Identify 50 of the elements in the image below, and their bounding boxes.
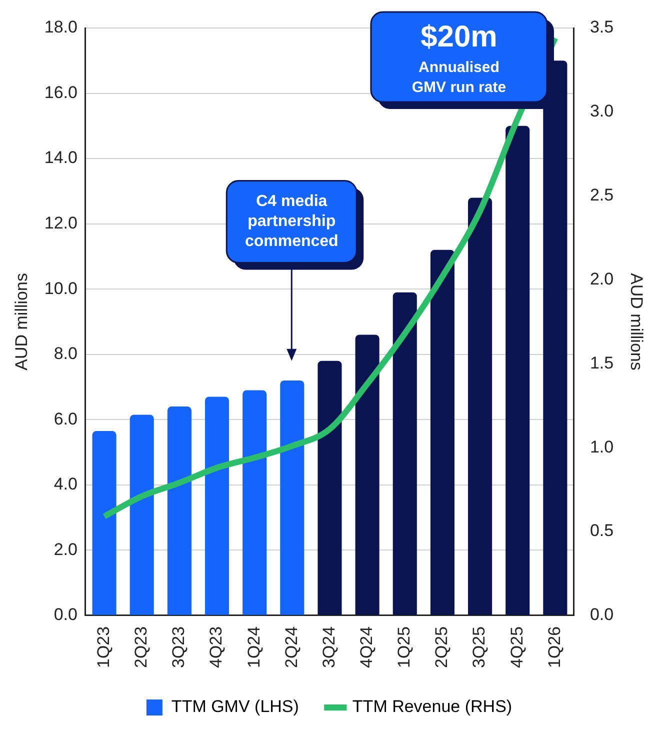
x-tick-label: 2Q24: [282, 626, 301, 668]
y-tick-label: 18.0: [44, 18, 78, 37]
x-tick-label: 2Q25: [432, 626, 452, 668]
x-tick-label: 1Q25: [394, 626, 414, 668]
y-tick-label: 10.0: [44, 278, 78, 298]
y2-tick-label: 2.5: [590, 186, 614, 205]
annotation: $20m: [420, 20, 498, 54]
bar: [92, 431, 116, 615]
y-tick-label: 8.0: [54, 344, 78, 364]
y-axis-title: AUD millions: [12, 273, 31, 370]
bar: [204, 396, 230, 615]
y-tick-label: 0.0: [54, 605, 78, 624]
y2-tick-label: 1.5: [590, 353, 614, 372]
y-tick-label: 14.0: [44, 148, 78, 168]
y-tick-label: 16.0: [44, 82, 78, 102]
bar: [280, 380, 304, 615]
x-tick-label: 1Q26: [544, 626, 564, 668]
bar: [468, 198, 492, 615]
y2-tick-label: 3.5: [590, 18, 614, 37]
legend-label: TTM Revenue (RHS): [352, 697, 512, 716]
y-tick-label: 4.0: [54, 474, 78, 494]
x-tick-label: 3Q24: [319, 626, 338, 668]
x-tick-label: 3Q25: [470, 626, 489, 668]
bar: [430, 250, 454, 615]
y2-axis-title: AUD millions: [627, 273, 646, 370]
bar: [355, 334, 380, 615]
x-tick-label: 2Q23: [132, 626, 151, 668]
y2-tick-label: 3.0: [590, 102, 614, 121]
y2-tick-label: 1.0: [590, 437, 614, 456]
bar: [167, 406, 192, 615]
bar: [242, 390, 267, 615]
x-tick-label: 1Q23: [94, 626, 113, 668]
bar: [130, 414, 154, 615]
x-tick-label: 4Q25: [507, 626, 526, 668]
y2-tick-label: 0.5: [590, 521, 614, 540]
y-tick-label: 2.0: [54, 540, 78, 559]
legend-label: TTM GMV (LHS): [171, 697, 299, 716]
y2-tick-label: 2.0: [590, 269, 614, 288]
x-tick-label: 4Q23: [206, 626, 226, 668]
bar: [506, 126, 530, 615]
x-tick-label: 3Q23: [169, 626, 188, 668]
y2-tick-label: 0.0: [590, 605, 614, 624]
bar: [392, 292, 417, 615]
annotation: C4 media partnership commenced: [244, 193, 338, 250]
annotation: Annualised GMV run rate: [412, 59, 506, 96]
bar: [318, 360, 342, 615]
y-tick-label: 12.0: [44, 213, 78, 232]
x-tick-label: 4Q24: [356, 626, 376, 668]
x-tick-label: 1Q24: [244, 626, 264, 668]
y-tick-label: 6.0: [54, 409, 78, 428]
